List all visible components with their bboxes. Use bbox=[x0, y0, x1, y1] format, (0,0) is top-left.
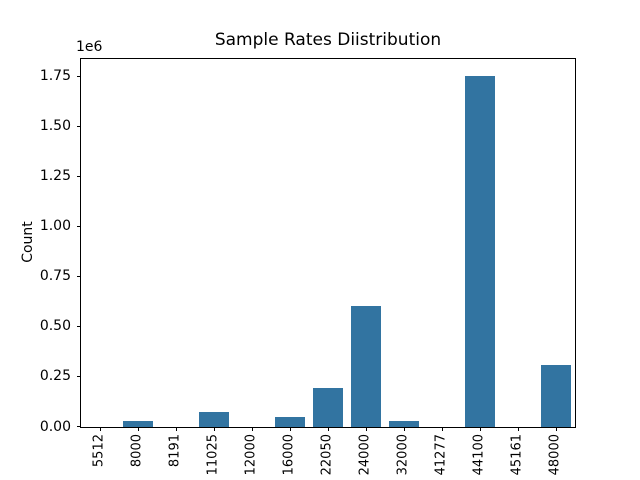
x-tick-mark bbox=[213, 427, 215, 431]
x-tick-label-48000: 48000 bbox=[547, 434, 563, 476]
y-tick-label-0.00: 0.00 bbox=[39, 418, 71, 435]
bar-44100 bbox=[464, 76, 496, 427]
y-tick-label-1.50: 1.50 bbox=[39, 118, 71, 135]
x-tick-label-12000: 12000 bbox=[243, 434, 259, 476]
y-tick-mark bbox=[76, 275, 80, 277]
x-tick-mark bbox=[479, 427, 481, 431]
x-tick-mark bbox=[175, 427, 177, 431]
y-tick-mark bbox=[76, 125, 80, 127]
x-tick-label-44100: 44100 bbox=[471, 434, 487, 476]
y-tick-label-0.75: 0.75 bbox=[39, 268, 71, 285]
x-tick-mark bbox=[289, 427, 291, 431]
y-tick-mark bbox=[76, 175, 80, 177]
bar-32000 bbox=[388, 420, 420, 427]
x-tick-label-32000: 32000 bbox=[395, 434, 411, 476]
x-tick-mark bbox=[99, 427, 101, 431]
x-tick-mark bbox=[555, 427, 557, 431]
x-tick-label-5512: 5512 bbox=[91, 434, 107, 468]
y-tick-mark bbox=[76, 225, 80, 227]
bar-24000 bbox=[350, 306, 382, 427]
x-tick-mark bbox=[517, 427, 519, 431]
x-tick-mark bbox=[137, 427, 139, 431]
y-tick-label-0.50: 0.50 bbox=[39, 318, 71, 335]
x-tick-mark bbox=[251, 427, 253, 431]
x-tick-mark bbox=[365, 427, 367, 431]
x-tick-mark bbox=[441, 427, 443, 431]
x-tick-label-41277: 41277 bbox=[433, 434, 449, 476]
x-tick-label-22050: 22050 bbox=[319, 434, 335, 476]
x-tick-label-8000: 8000 bbox=[129, 434, 145, 468]
bar-22050 bbox=[312, 388, 344, 427]
y-tick-mark bbox=[76, 375, 80, 377]
x-tick-label-8191: 8191 bbox=[167, 434, 183, 468]
x-tick-label-11025: 11025 bbox=[205, 434, 221, 476]
x-tick-label-16000: 16000 bbox=[281, 434, 297, 476]
y-tick-label-0.25: 0.25 bbox=[39, 368, 71, 385]
y-axis-label: Count bbox=[20, 221, 36, 263]
bar-48000 bbox=[540, 365, 572, 427]
y-tick-mark bbox=[76, 325, 80, 327]
bar-16000 bbox=[274, 416, 306, 427]
plot-area bbox=[80, 57, 576, 428]
y-axis-offset-label: 1e6 bbox=[76, 39, 103, 55]
y-tick-mark bbox=[76, 75, 80, 77]
chart-title: Sample Rates Diistribution bbox=[214, 30, 442, 50]
x-tick-mark bbox=[327, 427, 329, 431]
y-tick-label-1.25: 1.25 bbox=[39, 168, 71, 185]
y-tick-mark bbox=[76, 426, 80, 427]
bar-11025 bbox=[198, 412, 230, 427]
x-tick-mark bbox=[403, 427, 405, 431]
y-tick-label-1.00: 1.00 bbox=[39, 218, 71, 235]
x-tick-label-24000: 24000 bbox=[357, 434, 373, 476]
bar-8000 bbox=[122, 420, 154, 427]
x-tick-label-45161: 45161 bbox=[509, 434, 525, 476]
y-tick-label-1.75: 1.75 bbox=[39, 68, 71, 85]
